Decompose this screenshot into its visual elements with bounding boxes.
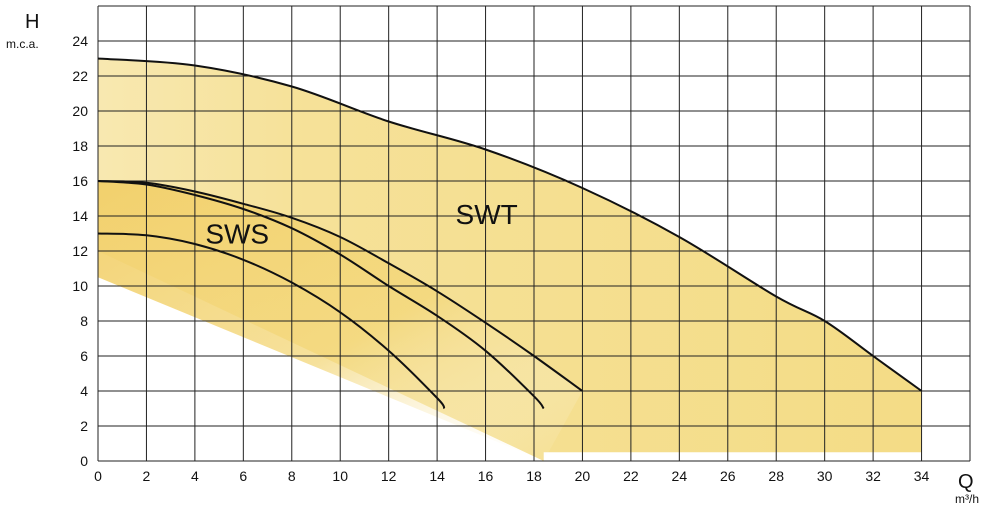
- y-tick-label: 12: [72, 243, 88, 259]
- y-tick-label: 14: [72, 208, 88, 224]
- y-tick-label: 0: [80, 453, 88, 469]
- x-tick-label: 10: [332, 468, 348, 484]
- x-tick-label: 4: [191, 468, 199, 484]
- y-tick-label: 2: [80, 418, 88, 434]
- y-axis-unit: m.c.a.: [6, 37, 39, 51]
- region-label-swt: SWT: [456, 199, 518, 230]
- x-axis-unit: m³/h: [955, 492, 979, 506]
- y-tick-label: 8: [80, 313, 88, 329]
- x-tick-label: 2: [143, 468, 151, 484]
- x-tick-label: 14: [429, 468, 445, 484]
- x-tick-label: 30: [817, 468, 833, 484]
- y-tick-label: 22: [72, 68, 88, 84]
- x-tick-label: 12: [381, 468, 397, 484]
- x-tick-label: 16: [478, 468, 494, 484]
- x-tick-label: 20: [575, 468, 591, 484]
- x-tick-label: 0: [94, 468, 102, 484]
- x-tick-label: 22: [623, 468, 639, 484]
- region-label-sws: SWS: [205, 219, 269, 250]
- y-tick-label: 10: [72, 278, 88, 294]
- x-tick-label: 6: [239, 468, 247, 484]
- x-tick-label: 8: [288, 468, 296, 484]
- y-tick-label: 24: [72, 33, 88, 49]
- x-tick-label: 32: [865, 468, 881, 484]
- y-tick-label: 4: [80, 383, 88, 399]
- y-tick-label: 18: [72, 138, 88, 154]
- y-tick-label: 20: [72, 103, 88, 119]
- x-tick-label: 24: [672, 468, 688, 484]
- y-tick-label: 16: [72, 173, 88, 189]
- area-layer: [98, 59, 922, 462]
- x-tick-label: 34: [914, 468, 930, 484]
- x-axis-label: Q: [958, 471, 974, 493]
- x-tick-label: 18: [526, 468, 542, 484]
- x-tick-label: 28: [768, 468, 784, 484]
- y-tick-label: 6: [80, 348, 88, 364]
- x-tick-label: 26: [720, 468, 736, 484]
- y-axis-label: H: [25, 11, 39, 33]
